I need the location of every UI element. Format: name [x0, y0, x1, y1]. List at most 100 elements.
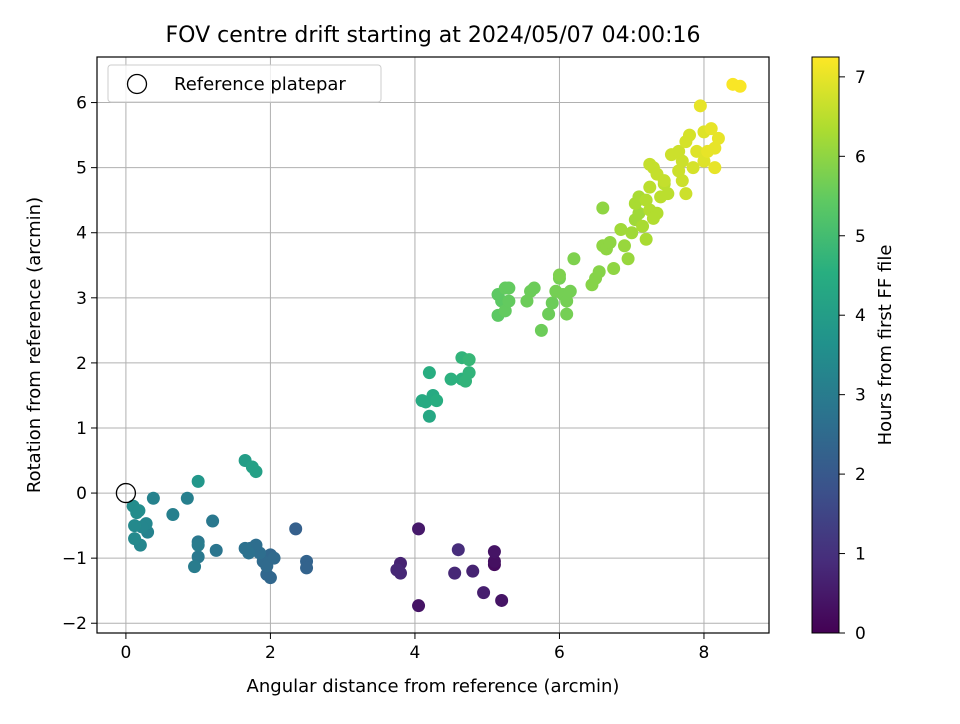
- colorbar-label: Hours from first FF file: [875, 245, 896, 446]
- data-point: [711, 131, 725, 145]
- data-point: [675, 154, 689, 168]
- y-tick-label: 0: [76, 484, 87, 504]
- data-point: [596, 201, 610, 215]
- data-points: [126, 77, 747, 613]
- data-point: [300, 561, 314, 575]
- x-tick-label: 4: [410, 643, 421, 663]
- legend: Reference platepar: [107, 64, 382, 103]
- data-point: [672, 144, 686, 158]
- data-point: [502, 294, 516, 308]
- x-tick-label: 2: [265, 643, 276, 663]
- data-point: [686, 161, 700, 175]
- reference-platepar-marker: [115, 482, 137, 504]
- data-point: [603, 235, 617, 249]
- data-point: [636, 219, 650, 233]
- data-point: [560, 294, 574, 308]
- data-point: [191, 474, 205, 488]
- data-point: [563, 284, 577, 298]
- data-point: [430, 394, 444, 408]
- data-point: [693, 99, 707, 113]
- chart-title: FOV centre drift starting at 2024/05/07 …: [166, 23, 701, 48]
- legend-marker: [126, 73, 148, 95]
- x-tick-label: 0: [120, 643, 131, 663]
- data-point: [209, 543, 223, 557]
- data-point: [466, 564, 480, 578]
- data-point: [487, 554, 501, 568]
- legend-box: [107, 64, 382, 103]
- data-point: [206, 514, 220, 528]
- data-point: [267, 551, 281, 565]
- colorbar-tick-label: 5: [855, 227, 866, 247]
- y-tick-label: 2: [76, 354, 87, 374]
- reference-marker: [115, 482, 137, 504]
- x-tick-label: 6: [554, 643, 565, 663]
- data-point: [412, 522, 426, 536]
- data-point: [552, 268, 566, 282]
- y-tick-label: 3: [76, 289, 87, 309]
- colorbar-tick-label: 2: [855, 465, 866, 485]
- y-tick-label: 1: [76, 419, 87, 439]
- data-point: [708, 141, 722, 155]
- data-point: [708, 161, 722, 175]
- data-point: [625, 226, 639, 240]
- data-point: [495, 593, 509, 607]
- data-point: [639, 193, 653, 207]
- y-tick-label: 6: [76, 94, 87, 114]
- data-point: [448, 566, 462, 580]
- data-point: [657, 174, 671, 188]
- data-point: [679, 187, 693, 201]
- data-point: [393, 566, 407, 580]
- colorbar: [811, 56, 840, 634]
- data-point: [661, 187, 675, 201]
- y-tick-label: 5: [76, 159, 87, 179]
- data-point: [675, 174, 689, 188]
- colorbar-ticks: 0 1 2 3 4 5 6 7: [839, 68, 866, 644]
- data-point: [128, 519, 142, 533]
- y-tick-label: 4: [76, 224, 87, 244]
- data-point: [639, 232, 653, 246]
- data-point: [128, 532, 142, 546]
- data-point: [592, 265, 606, 279]
- data-point: [542, 307, 556, 321]
- data-point: [690, 144, 704, 158]
- x-axis-ticks: 0 2 4 6 8: [120, 633, 709, 663]
- data-point: [422, 366, 436, 380]
- data-point: [498, 304, 512, 318]
- colorbar-tick-label: 3: [855, 386, 866, 406]
- data-point: [180, 491, 194, 505]
- data-point: [697, 154, 711, 168]
- data-point: [683, 128, 697, 142]
- colorbar-tick-label: 7: [855, 68, 866, 88]
- data-point: [191, 550, 205, 564]
- data-point: [672, 164, 686, 178]
- data-point: [567, 252, 581, 266]
- data-point: [422, 409, 436, 423]
- data-point: [632, 206, 646, 220]
- data-point: [643, 157, 657, 171]
- colorbar-tick-label: 0: [855, 624, 866, 644]
- data-point: [733, 79, 747, 93]
- data-point: [242, 546, 256, 560]
- legend-label: Reference platepar: [174, 74, 346, 95]
- data-point: [444, 372, 458, 386]
- data-point: [534, 323, 548, 337]
- data-point: [477, 586, 491, 600]
- data-point: [545, 296, 559, 310]
- data-point: [146, 491, 160, 505]
- x-axis-label: Angular distance from reference (arcmin): [247, 676, 620, 697]
- data-point: [166, 508, 180, 522]
- plot-frame: [96, 56, 770, 634]
- data-point: [451, 543, 465, 557]
- y-axis-label: Rotation from reference (arcmin): [24, 197, 45, 493]
- data-point: [289, 522, 303, 536]
- data-point: [487, 545, 501, 559]
- data-point: [520, 294, 534, 308]
- data-point: [617, 239, 631, 253]
- data-point: [132, 504, 146, 518]
- data-point: [527, 281, 541, 295]
- data-point: [191, 538, 205, 552]
- data-point: [502, 281, 516, 295]
- data-point: [607, 262, 621, 276]
- y-axis-ticks: −2 −1 0 1 2 3 4 5 6: [62, 94, 97, 634]
